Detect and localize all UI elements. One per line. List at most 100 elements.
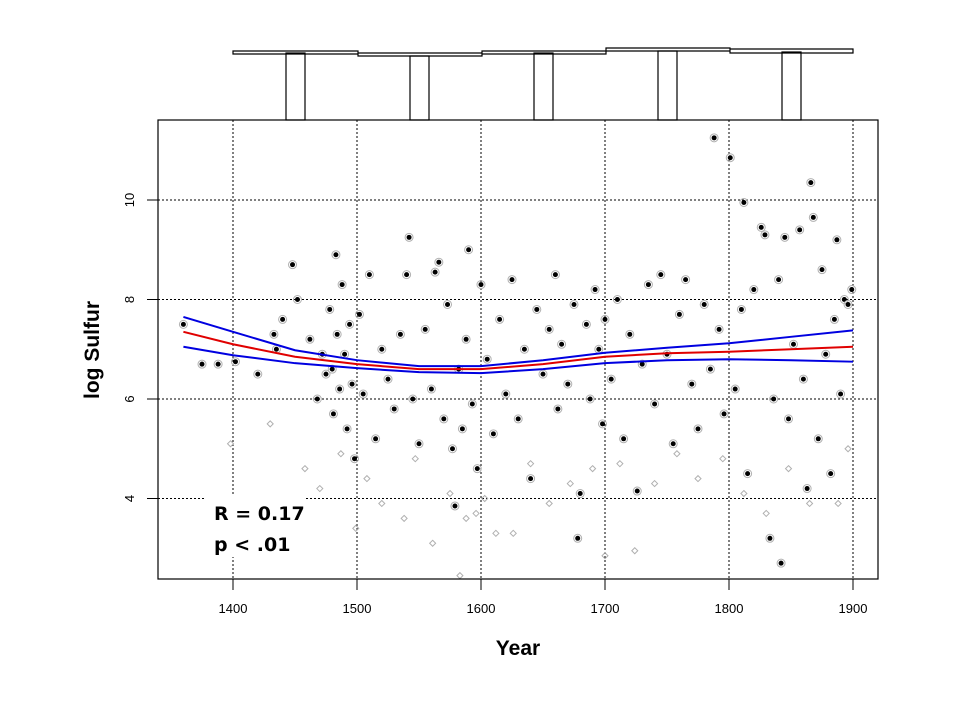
data-point — [614, 297, 620, 302]
data-point — [449, 446, 455, 452]
point-halo — [464, 245, 474, 255]
gray-point — [266, 420, 274, 428]
data-point — [441, 416, 447, 422]
x-tick-label: 1700 — [591, 601, 620, 616]
point-halo — [447, 444, 457, 454]
data-point — [509, 277, 515, 283]
point-halo — [331, 250, 341, 260]
data-point — [232, 359, 238, 365]
data-point — [810, 214, 816, 220]
point-halo — [325, 304, 335, 314]
point-halo — [598, 419, 608, 429]
gray-point — [588, 464, 597, 473]
data-point — [347, 321, 353, 327]
point-halo — [377, 344, 387, 354]
data-point — [600, 421, 606, 427]
point-halo — [553, 404, 563, 414]
point-halo — [681, 275, 691, 285]
data-point — [575, 535, 581, 541]
point-halo — [719, 409, 729, 419]
data-point — [683, 277, 689, 283]
data-point — [271, 331, 277, 337]
marginal-box-1700s — [657, 50, 678, 121]
point-halo — [802, 484, 812, 494]
point-halo — [847, 285, 857, 295]
gray-point — [601, 552, 609, 560]
data-point — [452, 503, 458, 509]
data-point — [776, 277, 782, 283]
point-halo — [813, 434, 823, 444]
point-halo — [843, 299, 853, 309]
data-point — [797, 227, 803, 233]
data-point — [790, 341, 796, 347]
data-point — [701, 301, 707, 307]
point-halo — [495, 314, 505, 324]
data-point — [727, 155, 733, 161]
annotation-r: R = 0.17 — [214, 503, 305, 525]
data-point — [422, 326, 428, 332]
data-point — [741, 199, 747, 205]
point-halo — [354, 309, 364, 319]
point-halo — [550, 270, 560, 280]
gray-point — [834, 499, 842, 508]
gray-point — [526, 459, 535, 468]
marginal-box-1500s — [409, 55, 430, 121]
gray-point — [411, 454, 419, 463]
point-halo — [332, 329, 342, 339]
ci-lower-line — [183, 345, 854, 375]
data-point — [596, 346, 602, 352]
point-halo — [784, 414, 794, 424]
point-halo — [668, 439, 678, 449]
point-halo — [769, 394, 779, 404]
point-halo — [637, 359, 647, 369]
data-point — [577, 491, 583, 497]
point-halo — [482, 354, 492, 364]
gray-point — [784, 464, 793, 473]
point-halo — [760, 230, 770, 240]
data-point — [670, 441, 676, 447]
point-halo — [730, 384, 740, 394]
point-halo — [756, 222, 766, 232]
data-point — [356, 311, 362, 317]
x-tick-label: 1800 — [715, 601, 744, 616]
data-point — [845, 301, 851, 307]
data-point — [352, 456, 358, 462]
data-point — [337, 386, 343, 392]
gray-point — [472, 509, 480, 518]
point-halo — [643, 280, 653, 290]
point-halo — [780, 232, 790, 242]
data-point — [180, 321, 186, 327]
point-halo — [832, 235, 842, 245]
point-halo — [739, 197, 749, 207]
gray-point — [694, 474, 702, 483]
data-point — [404, 272, 410, 278]
y-tick-label: 10 — [122, 193, 137, 207]
data-point — [831, 316, 837, 322]
point-halo — [575, 489, 585, 499]
data-point — [745, 471, 751, 477]
ci-upper-line — [183, 315, 854, 368]
gray-point — [719, 454, 727, 463]
point-halo — [795, 225, 805, 235]
data-point — [571, 301, 577, 307]
y-tick-label: 4 — [122, 495, 137, 502]
data-point — [751, 287, 757, 293]
data-point — [323, 371, 329, 377]
point-halo — [434, 257, 444, 267]
data-point — [639, 361, 645, 367]
point-halo — [821, 349, 831, 359]
point-halo — [776, 558, 786, 568]
point-halo — [292, 295, 302, 304]
data-point — [436, 259, 442, 265]
fit-lines — [183, 315, 854, 375]
point-halo — [650, 399, 660, 409]
data-point — [738, 306, 744, 312]
data-point — [280, 316, 286, 322]
x-tick-label: 1500 — [343, 601, 372, 616]
gray-point — [462, 514, 470, 523]
data-point — [608, 376, 614, 382]
marginal-box-1400s — [285, 52, 306, 121]
data-point — [490, 431, 496, 437]
point-halo — [389, 404, 399, 414]
point-halo — [513, 414, 523, 424]
